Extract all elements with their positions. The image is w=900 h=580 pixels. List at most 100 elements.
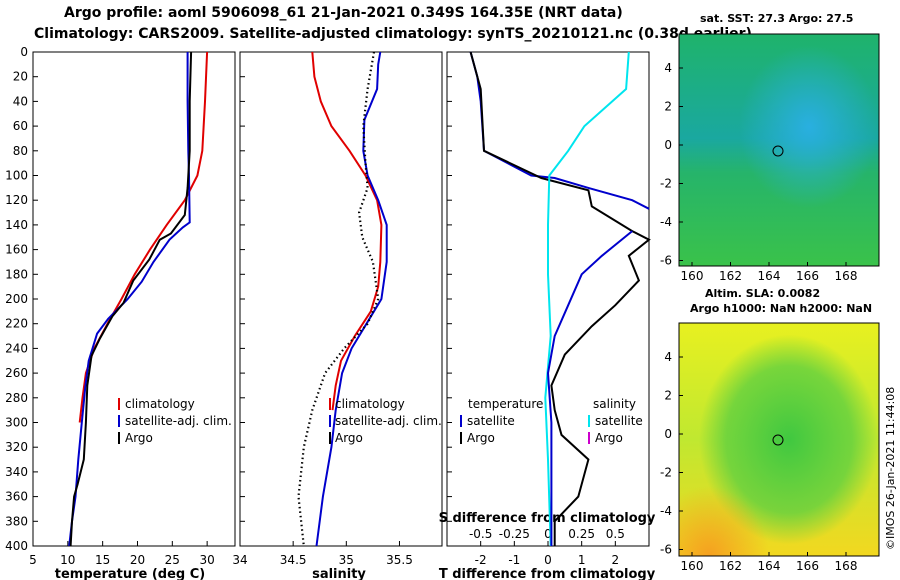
sst-map-frame (678, 33, 880, 267)
legend-label-t-argo: Argo (467, 431, 495, 445)
legend-label-argo: Argo (335, 431, 363, 445)
map-xtick-label: 168 (835, 269, 858, 283)
series-line-temperature-satellite (469, 51, 650, 210)
temperature-xtick-label: 25 (165, 553, 180, 567)
sla-map-title1: Altim. SLA: 0.0082 (705, 287, 821, 300)
depth-tick-label: 60 (13, 119, 28, 133)
depth-tick-label: 0 (20, 45, 28, 59)
s-difference-label: S difference from climatology (439, 511, 656, 526)
map-ytick-label: -2 (660, 177, 672, 191)
series-line-satellite-adj-clim- (315, 51, 388, 547)
sla-map-frame (678, 322, 880, 557)
map-xtick-label: 168 (835, 559, 858, 573)
difference-s-tick-label: -0.5 (469, 527, 492, 541)
difference-s-tick-label: 0.25 (568, 527, 595, 541)
temperature-xtick-label: 10 (60, 553, 75, 567)
depth-tick-label: 360 (5, 490, 28, 504)
map-ytick-label: -6 (660, 543, 672, 557)
salinity-legend: climatology satellite-adj. clim. Argo (329, 397, 442, 445)
difference-s-tick-label: 0 (544, 527, 552, 541)
map-ytick-label: -2 (660, 466, 672, 480)
series-line-salinity-satellite (544, 51, 630, 547)
depth-tick-label: 240 (5, 341, 28, 355)
legend-label-s-argo: Argo (595, 431, 623, 445)
depth-tick-label: 100 (5, 169, 28, 183)
temperature-xtick-label: 30 (199, 553, 214, 567)
depth-tick-label: 40 (13, 94, 28, 108)
legend-label-clim: climatology (125, 397, 195, 411)
legend-label-argo: Argo (125, 431, 153, 445)
salinity-xtick-label: 35 (339, 553, 354, 567)
temperature-panel-frame (32, 51, 236, 547)
series-line-climatology (311, 51, 383, 411)
salinity-xtick-label: 34.5 (280, 553, 307, 567)
depth-tick-label: 200 (5, 292, 28, 306)
map-xtick-label: 164 (758, 559, 781, 573)
depth-tick-label: 180 (5, 267, 28, 281)
difference-legend: temperature salinity satellite Argo sate… (460, 397, 643, 445)
sst-map-title: sat. SST: 27.3 Argo: 27.5 (700, 12, 854, 25)
salinity-xlabel: salinity (312, 567, 366, 580)
difference-s-tick-label: 0.5 (606, 527, 625, 541)
chart-title-line2: Climatology: CARS2009. Satellite-adjuste… (34, 26, 752, 42)
sla-map-orange-patch (679, 323, 879, 556)
depth-tick-label: 280 (5, 391, 28, 405)
difference-xtick-label: 0 (544, 553, 552, 567)
legend-label-clim: climatology (335, 397, 405, 411)
difference-xtick-label: -2 (475, 553, 487, 567)
legend-title-salinity: salinity (593, 397, 636, 411)
depth-tick-label: 80 (13, 144, 28, 158)
salinity-xtick-label: 35.5 (386, 553, 413, 567)
depth-tick-label: 140 (5, 218, 28, 232)
sst-map-warm-patch (679, 34, 879, 266)
map-ytick-label: -4 (660, 215, 672, 229)
depth-tick-label: 380 (5, 514, 28, 528)
salinity-xtick-label: 34 (232, 553, 247, 567)
series-line-temperature-satellite-deep- (546, 230, 633, 546)
legend-label-s-sat: satellite (595, 414, 643, 428)
map-ytick-label: 4 (664, 350, 672, 364)
legend-label-sat: satellite-adj. clim. (125, 414, 232, 428)
sst-argo-marker (772, 145, 784, 157)
map-ticks: 160 162 164 166 168 4 2 0 -2 -4 -6 160 162 164 166 168 4… (660, 61, 857, 573)
temperature-xtick-label: 5 (29, 553, 37, 567)
series-line-argo (69, 51, 193, 547)
difference-xlabel: T difference from climatology (439, 567, 656, 580)
depth-tick-label: 320 (5, 440, 28, 454)
credit-text: ©IMOS 26-Jan-2021 11:44:08 (884, 386, 897, 550)
map-ytick-label: 0 (664, 138, 672, 152)
map-ytick-label: 2 (664, 389, 672, 403)
legend-label-sat: satellite-adj. clim. (335, 414, 442, 428)
map-xtick-label: 166 (796, 269, 819, 283)
depth-tick-label: 400 (5, 539, 28, 553)
map-xtick-label: 160 (681, 269, 704, 283)
lines-layer (68, 51, 651, 547)
map-xtick-label: 166 (796, 559, 819, 573)
temperature-legend: climatology satellite-adj. clim. Argo (118, 397, 232, 445)
depth-tick-label: 300 (5, 416, 28, 430)
map-ytick-label: 2 (664, 100, 672, 114)
series-line-satellite-adj-clim- (68, 52, 191, 547)
map-ytick-label: 4 (664, 61, 672, 75)
map-ytick-label: 0 (664, 427, 672, 441)
map-ytick-label: -6 (660, 254, 672, 268)
difference-xtick-label: 2 (612, 553, 620, 567)
map-xtick-label: 162 (719, 269, 742, 283)
depth-tick-label: 120 (5, 193, 28, 207)
difference-xtick-label: -1 (508, 553, 520, 567)
sla-map-title2: Argo h1000: NaN h2000: NaN (690, 302, 873, 315)
depth-tick-label: 160 (5, 243, 28, 257)
depth-tick-label: 260 (5, 366, 28, 380)
map-xtick-label: 162 (719, 559, 742, 573)
temperature-xtick-label: 20 (130, 553, 145, 567)
depth-tick-label: 220 (5, 317, 28, 331)
depth-tick-label: 20 (13, 70, 28, 84)
difference-s-tick-label: -0.25 (499, 527, 530, 541)
sla-map (678, 322, 880, 557)
depth-tick-label: 340 (5, 465, 28, 479)
legend-label-t-sat: satellite (467, 414, 515, 428)
series-line-temperature-argo (469, 51, 651, 546)
salinity-panel-frame (239, 51, 443, 547)
ticks-layer: 0204060801001201401601802002202402602803… (5, 45, 625, 567)
